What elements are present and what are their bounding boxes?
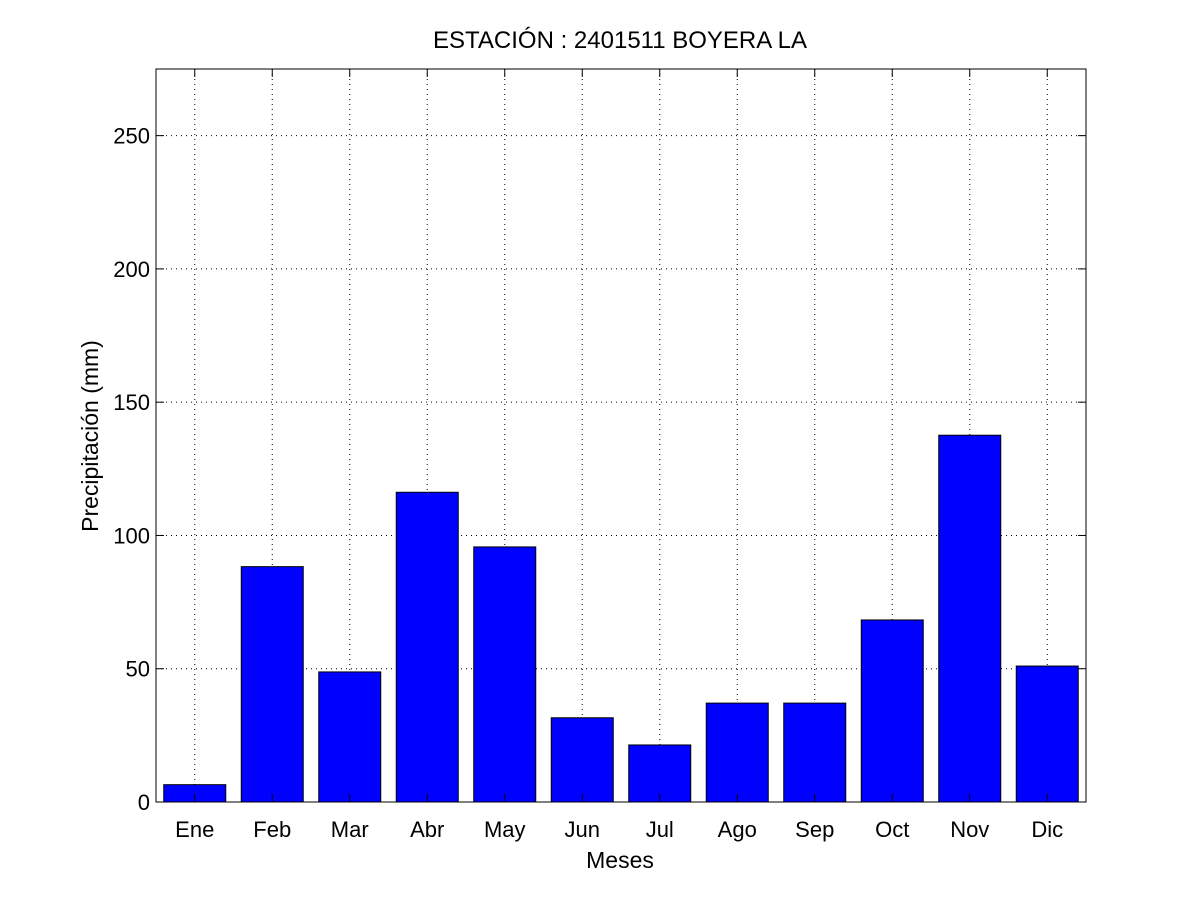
x-tick-label: Ago bbox=[718, 817, 757, 842]
bar-may bbox=[473, 546, 537, 803]
bar-oct bbox=[860, 619, 924, 803]
bar-jul bbox=[628, 744, 692, 803]
bar-sep bbox=[783, 702, 847, 803]
y-tick-label: 50 bbox=[126, 657, 150, 682]
bar-feb bbox=[240, 566, 304, 803]
x-tick-label: Nov bbox=[950, 817, 989, 842]
y-tick-label: 100 bbox=[113, 523, 150, 548]
y-tick-label: 200 bbox=[113, 257, 150, 282]
x-tick-label: Feb bbox=[253, 817, 291, 842]
y-axis-label: Precipitación (mm) bbox=[77, 340, 103, 532]
y-tick-label: 0 bbox=[138, 790, 150, 815]
x-tick-label: May bbox=[484, 817, 526, 842]
x-tick-label: Dic bbox=[1031, 817, 1063, 842]
y-tick-label: 250 bbox=[113, 124, 150, 149]
bar-dic bbox=[1015, 665, 1079, 803]
bar-ago bbox=[705, 702, 769, 803]
x-tick-label: Jul bbox=[646, 817, 674, 842]
axis-ticks bbox=[156, 69, 1086, 803]
x-axis-label: Meses bbox=[586, 847, 654, 873]
tick-labels: Ene Feb Mar Abr May Jun Jul Ago Sep Oct Nov Dic 0 50 1… bbox=[113, 124, 1063, 842]
plot-frame bbox=[155, 68, 1087, 803]
chart-title: ESTACIÓN : 2401511 BOYERA LA bbox=[433, 27, 807, 54]
bar-jun bbox=[550, 717, 614, 803]
y-tick-label: 150 bbox=[113, 390, 150, 415]
bar-abr bbox=[395, 491, 459, 803]
bar-mar bbox=[318, 671, 382, 803]
x-tick-label: Sep bbox=[795, 817, 834, 842]
x-tick-label: Oct bbox=[875, 817, 909, 842]
x-tick-label: Jun bbox=[565, 817, 600, 842]
x-tick-label: Abr bbox=[410, 817, 444, 842]
bar-nov bbox=[938, 434, 1002, 803]
x-tick-label: Mar bbox=[331, 817, 369, 842]
x-tick-label: Ene bbox=[175, 817, 214, 842]
bars bbox=[163, 434, 1079, 803]
